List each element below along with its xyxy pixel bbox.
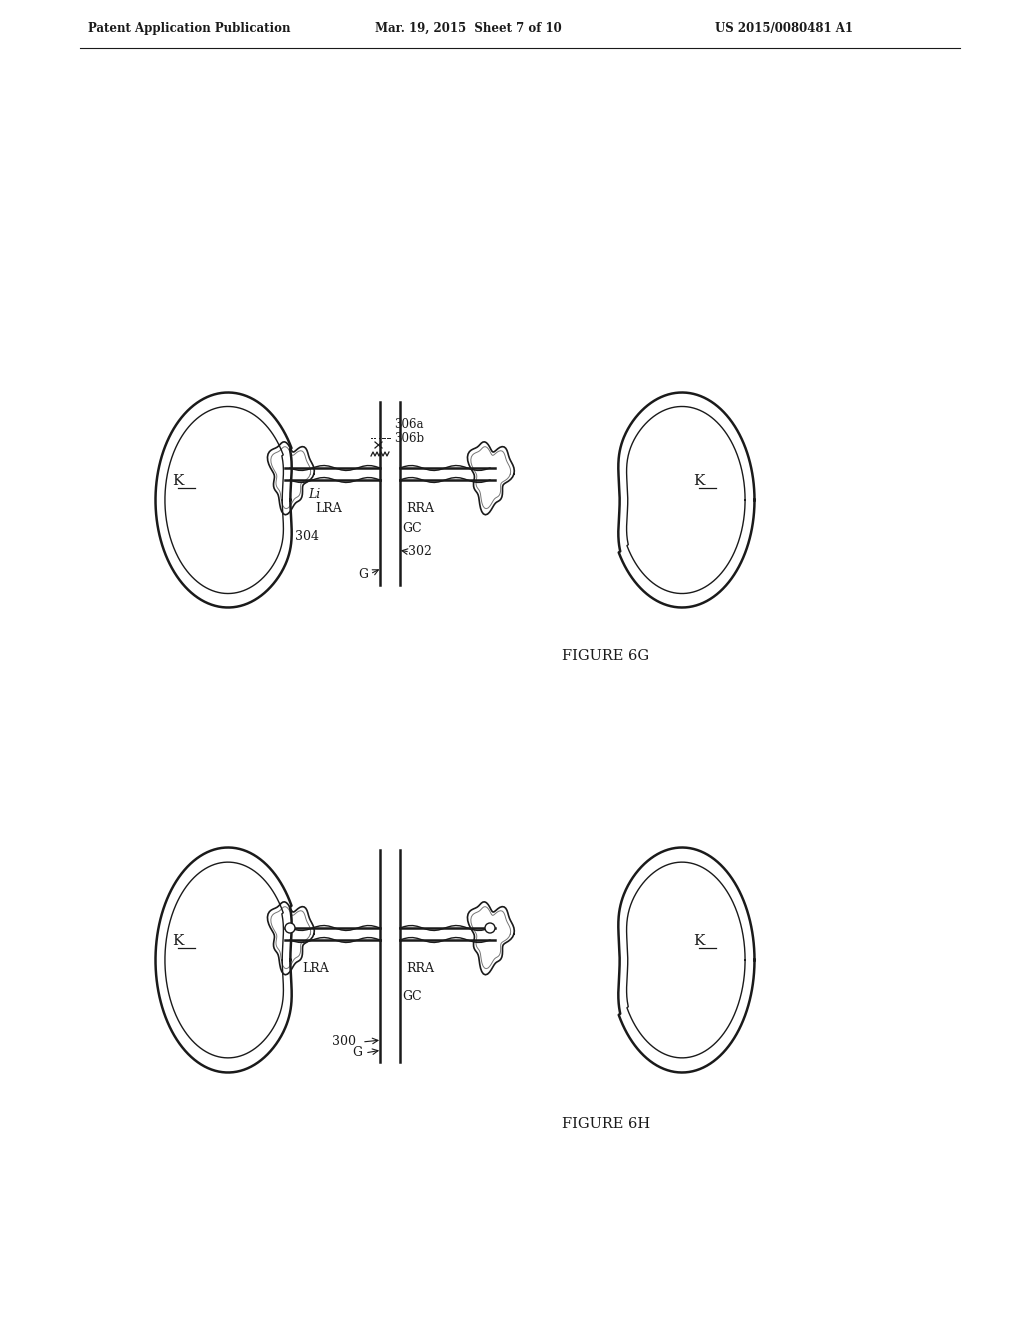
Text: Patent Application Publication: Patent Application Publication bbox=[88, 22, 291, 36]
Text: G: G bbox=[352, 1045, 362, 1059]
Text: Li: Li bbox=[308, 488, 321, 502]
Text: GC: GC bbox=[402, 990, 422, 1003]
Text: FIGURE 6G: FIGURE 6G bbox=[562, 649, 649, 663]
Text: Mar. 19, 2015  Sheet 7 of 10: Mar. 19, 2015 Sheet 7 of 10 bbox=[375, 22, 562, 36]
Text: 302: 302 bbox=[408, 545, 432, 558]
Text: 306b: 306b bbox=[394, 432, 424, 445]
Text: 300: 300 bbox=[332, 1035, 356, 1048]
Text: K: K bbox=[172, 474, 183, 488]
Circle shape bbox=[485, 923, 495, 933]
Text: G: G bbox=[358, 568, 368, 581]
Text: RRA: RRA bbox=[406, 502, 434, 515]
Text: K: K bbox=[172, 935, 183, 948]
Text: LRA: LRA bbox=[315, 502, 342, 515]
Circle shape bbox=[285, 923, 295, 933]
Text: K: K bbox=[693, 935, 705, 948]
Text: RRA: RRA bbox=[406, 962, 434, 975]
Text: K: K bbox=[693, 474, 705, 488]
Text: GC: GC bbox=[402, 521, 422, 535]
Text: FIGURE 6H: FIGURE 6H bbox=[562, 1117, 650, 1131]
Text: 304: 304 bbox=[295, 531, 319, 543]
Text: US 2015/0080481 A1: US 2015/0080481 A1 bbox=[715, 22, 853, 36]
Text: LRA: LRA bbox=[302, 962, 329, 975]
Text: 306a: 306a bbox=[394, 418, 424, 432]
